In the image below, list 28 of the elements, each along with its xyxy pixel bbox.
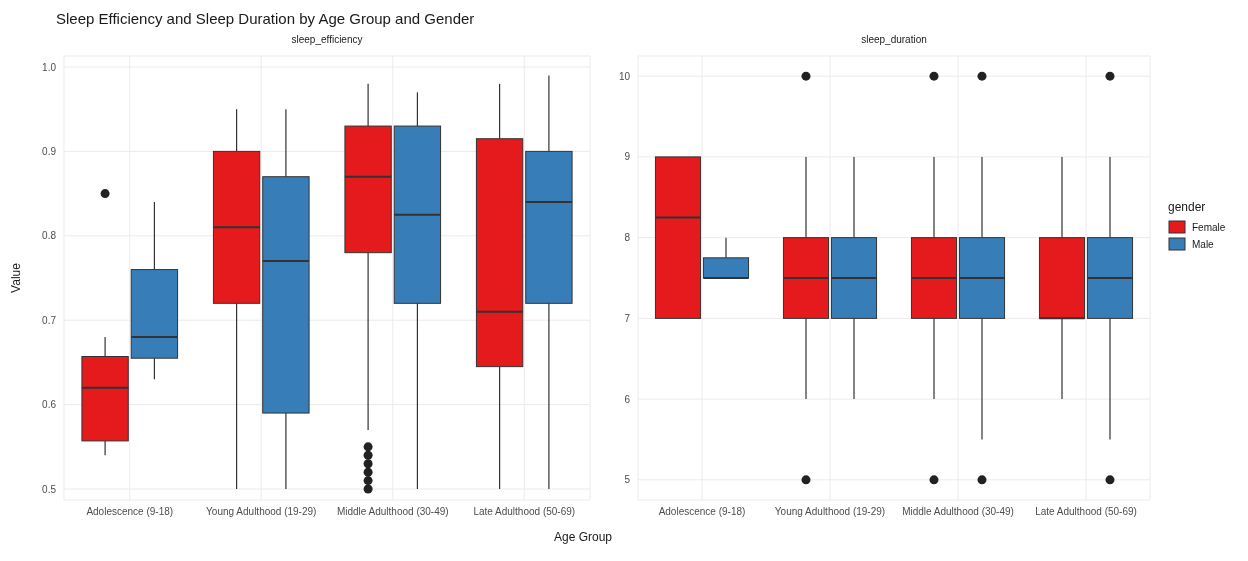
y-tick-label: 10 xyxy=(618,70,631,82)
y-tick-label: 5 xyxy=(624,474,631,486)
x-tick-label: Adolescence (9-18) xyxy=(86,506,174,518)
y-tick-label: 0.5 xyxy=(42,483,57,495)
y-axis-title: Value xyxy=(9,262,24,293)
x-axis-title: Age Group xyxy=(552,530,613,544)
chart-subtitle: sleep_efficiency xyxy=(290,34,364,45)
x-tick-label: Young Adulthood (19-29) xyxy=(774,506,886,518)
legend-label: Male xyxy=(1192,238,1214,250)
x-tick-label: Middle Adulthood (30-49) xyxy=(336,506,449,518)
legend-label: Female xyxy=(1192,221,1226,233)
y-tick-label: 0.8 xyxy=(42,230,57,242)
x-tick-label: Young Adulthood (19-29) xyxy=(206,506,317,518)
x-tick-label: Middle Adulthood (30-49) xyxy=(902,506,1014,518)
legend-title: gender xyxy=(1168,200,1207,214)
y-tick-label: 9 xyxy=(624,151,631,163)
y-tick-label: 6 xyxy=(624,393,631,405)
chart-subtitle: sleep_duration xyxy=(860,34,928,45)
x-tick-label: Late Adulthood (50-69) xyxy=(1035,506,1137,518)
chart-title: Sleep Efficiency and Sleep Duration by Age Group and Gender xyxy=(55,9,476,29)
y-tick-label: 0.7 xyxy=(42,314,57,326)
x-tick-label: Late Adulthood (50-69) xyxy=(473,506,576,518)
x-tick-label: Adolescence (9-18) xyxy=(658,506,746,518)
y-tick-label: 0.9 xyxy=(42,145,57,157)
y-tick-label: 7 xyxy=(624,312,631,324)
y-tick-label: 0.6 xyxy=(42,399,57,411)
y-tick-label: 1.0 xyxy=(42,61,57,73)
y-tick-label: 8 xyxy=(624,232,631,244)
